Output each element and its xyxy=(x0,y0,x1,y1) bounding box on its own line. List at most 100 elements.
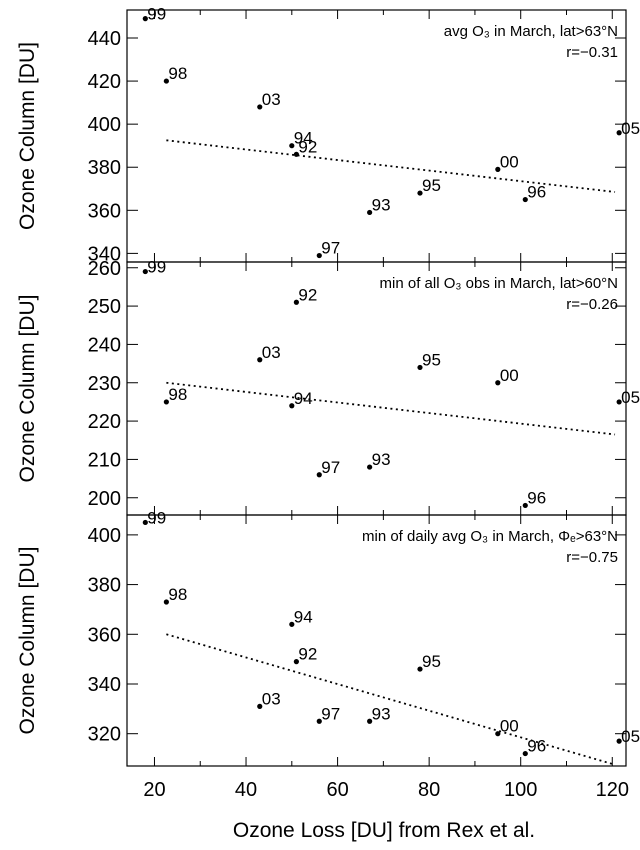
y-tick-label: 230 xyxy=(88,373,121,395)
y-tick-label: 360 xyxy=(88,200,121,222)
data-point xyxy=(293,151,299,157)
y-tick-label: 380 xyxy=(88,157,121,179)
point-label: 98 xyxy=(168,585,187,604)
y-tick-label: 240 xyxy=(88,334,121,356)
trend-line xyxy=(166,381,616,436)
data-point xyxy=(142,519,148,526)
y-tick-label: 320 xyxy=(88,724,121,746)
data-point xyxy=(163,599,169,605)
point-label: 05 xyxy=(621,388,640,407)
data-point xyxy=(316,472,322,478)
correlation-label: r=−0.31 xyxy=(566,44,618,61)
data-point xyxy=(316,718,322,724)
point-label: 94 xyxy=(294,129,313,148)
y-axis-title: Ozone Column [DU] xyxy=(16,295,39,483)
x-tick-label: 120 xyxy=(596,779,629,801)
point-label: 96 xyxy=(527,183,546,202)
data-point xyxy=(163,78,169,84)
point-label: 93 xyxy=(372,704,391,723)
data-point xyxy=(367,718,373,724)
point-label: 98 xyxy=(168,64,187,83)
point-label: 92 xyxy=(298,137,317,156)
point-label: 03 xyxy=(262,90,281,109)
point-label: 05 xyxy=(621,727,640,746)
correlation-label: r=−0.75 xyxy=(566,549,618,566)
point-label: 94 xyxy=(294,389,313,408)
data-point xyxy=(257,703,263,709)
y-tick-label: 200 xyxy=(88,488,121,510)
point-label: 94 xyxy=(294,607,313,626)
y-axis-title: Ozone Column [DU] xyxy=(16,547,39,735)
point-label: 98 xyxy=(168,385,187,404)
x-tick-label: 20 xyxy=(143,779,165,801)
point-label: 99 xyxy=(147,5,166,24)
panel-2: 200 210 220 230 240 250 260 Ozone Column [DU] 99… xyxy=(16,258,640,516)
point-label: 93 xyxy=(372,195,391,214)
data-point xyxy=(142,268,148,275)
y-tick-label: 400 xyxy=(88,114,121,136)
data-point xyxy=(293,659,299,665)
point-label: 99 xyxy=(147,508,166,527)
data-point xyxy=(495,380,501,386)
point-label: 05 xyxy=(621,119,640,138)
data-point xyxy=(257,104,263,110)
data-point xyxy=(616,130,622,136)
point-label: 97 xyxy=(321,239,340,258)
y-tick-label: 340 xyxy=(88,243,121,265)
panel-1: 340 360 380 400 420 440 Ozone Column [DU] 99 98 0… xyxy=(16,5,640,266)
panel-annotation: min of all O₃ obs in March, lat>60°N xyxy=(380,275,618,292)
point-label: 95 xyxy=(422,652,441,671)
plot-frame xyxy=(126,9,627,263)
data-point xyxy=(316,252,322,259)
x-tick-label: 80 xyxy=(418,779,440,801)
panel-3: 320 340 360 380 400 20 40 60 80 100 120 Ozone Colum… xyxy=(16,508,640,801)
panel-annotation: avg O₃ in March, lat>63°N xyxy=(444,23,618,40)
y-tick-label: 360 xyxy=(88,624,121,646)
trend-line xyxy=(166,633,616,766)
data-point xyxy=(522,196,528,203)
data-point xyxy=(495,731,501,737)
data-point xyxy=(495,166,501,172)
point-label: 96 xyxy=(527,488,546,507)
y-tick-label: 340 xyxy=(88,674,121,696)
data-point xyxy=(522,750,528,757)
data-point xyxy=(163,399,169,405)
plot-frame xyxy=(126,261,627,516)
data-point xyxy=(142,16,148,22)
data-point xyxy=(367,209,373,216)
point-label: 95 xyxy=(422,350,441,369)
y-tick-label: 380 xyxy=(88,575,121,597)
y-tick-label: 260 xyxy=(88,258,121,280)
data-point xyxy=(293,299,299,305)
x-tick-label: 40 xyxy=(235,779,257,801)
y-axis-title: Ozone Column [DU] xyxy=(16,42,39,230)
y-tick-label: 250 xyxy=(88,296,121,318)
y-tick-label: 400 xyxy=(88,525,121,547)
data-point xyxy=(417,666,423,672)
point-label: 97 xyxy=(321,704,340,723)
point-label: 95 xyxy=(422,176,441,195)
point-label: 97 xyxy=(321,458,340,477)
point-label: 99 xyxy=(147,258,166,277)
panel-annotation: min of daily avg O₃ in March, Φₑ>63°N xyxy=(362,528,618,545)
point-label: 00 xyxy=(500,152,519,171)
point-label: 00 xyxy=(500,717,519,736)
data-point xyxy=(417,364,423,371)
point-label: 93 xyxy=(372,450,391,469)
data-point xyxy=(616,738,622,744)
point-label: 92 xyxy=(298,645,317,664)
x-tick-label: 60 xyxy=(326,779,348,801)
y-tick-label: 420 xyxy=(88,71,121,93)
data-point xyxy=(522,502,528,509)
y-tick-label: 210 xyxy=(88,449,121,471)
y-tick-label: 440 xyxy=(88,28,121,50)
plot-frame xyxy=(126,514,627,767)
point-label: 96 xyxy=(527,737,546,756)
data-point xyxy=(289,403,295,409)
data-point xyxy=(289,621,295,627)
point-label: 00 xyxy=(500,366,519,385)
data-point xyxy=(367,464,373,470)
data-point xyxy=(289,143,295,149)
point-label: 92 xyxy=(298,285,317,304)
correlation-label: r=−0.26 xyxy=(566,296,618,313)
